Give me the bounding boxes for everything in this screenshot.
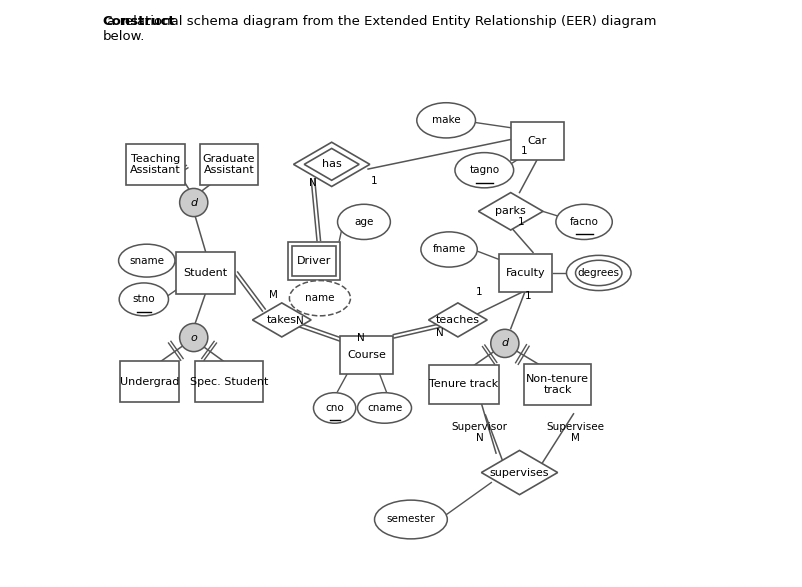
FancyBboxPatch shape <box>176 252 235 294</box>
Text: 1: 1 <box>525 291 532 302</box>
Ellipse shape <box>338 204 391 239</box>
Text: name: name <box>306 293 334 303</box>
Polygon shape <box>481 450 557 495</box>
Text: N: N <box>309 178 317 188</box>
Text: semester: semester <box>387 514 435 525</box>
Text: Teaching
Assistant: Teaching Assistant <box>130 154 181 175</box>
Text: Supervisee
M: Supervisee M <box>546 422 604 443</box>
FancyBboxPatch shape <box>499 254 552 292</box>
FancyBboxPatch shape <box>120 361 179 402</box>
Text: make: make <box>431 115 460 126</box>
Ellipse shape <box>375 500 448 539</box>
Ellipse shape <box>290 281 350 316</box>
Text: 1: 1 <box>517 217 524 227</box>
Text: Student: Student <box>184 268 228 278</box>
Ellipse shape <box>421 232 477 267</box>
Text: Course: Course <box>347 350 387 360</box>
FancyBboxPatch shape <box>341 336 393 375</box>
Text: tagno: tagno <box>469 165 500 176</box>
FancyBboxPatch shape <box>524 364 591 405</box>
FancyBboxPatch shape <box>288 242 341 281</box>
Text: takes: takes <box>267 315 297 325</box>
FancyBboxPatch shape <box>292 247 336 276</box>
Text: Non-tenure
track: Non-tenure track <box>526 374 589 395</box>
Polygon shape <box>294 142 370 187</box>
Text: Spec. Student: Spec. Student <box>190 376 268 387</box>
Text: fname: fname <box>432 244 466 255</box>
Text: 1: 1 <box>476 287 483 298</box>
Text: cno: cno <box>326 403 344 413</box>
Ellipse shape <box>566 255 631 291</box>
Polygon shape <box>304 149 359 180</box>
Text: age: age <box>354 217 374 227</box>
Text: supervises: supervises <box>490 467 549 478</box>
Text: Car: Car <box>528 136 547 146</box>
Text: d: d <box>501 338 508 349</box>
Text: facno: facno <box>569 217 598 227</box>
FancyBboxPatch shape <box>511 122 564 160</box>
Text: o: o <box>190 332 197 343</box>
Text: Tenure track: Tenure track <box>429 379 498 390</box>
Text: Graduate
Assistant: Graduate Assistant <box>203 154 255 175</box>
Polygon shape <box>479 193 543 230</box>
Text: a relational schema diagram from the Extended Entity Relationship (EER) diagram
: a relational schema diagram from the Ext… <box>103 15 656 43</box>
Ellipse shape <box>556 204 612 239</box>
FancyBboxPatch shape <box>195 361 263 402</box>
Text: 1: 1 <box>520 146 528 157</box>
Text: Undergrad: Undergrad <box>120 376 180 387</box>
Ellipse shape <box>119 244 175 277</box>
Text: N: N <box>436 328 444 339</box>
Text: Faculty: Faculty <box>505 268 545 278</box>
FancyBboxPatch shape <box>428 365 499 404</box>
Text: degrees: degrees <box>577 268 620 278</box>
Polygon shape <box>253 303 311 337</box>
Text: parks: parks <box>496 206 526 217</box>
Circle shape <box>180 188 208 217</box>
Text: M: M <box>269 290 277 301</box>
Text: Driver: Driver <box>297 256 331 266</box>
Text: Construct: Construct <box>103 15 176 28</box>
Text: 1: 1 <box>371 176 377 186</box>
Text: N: N <box>295 316 303 326</box>
Text: has: has <box>322 159 342 170</box>
Text: stno: stno <box>132 294 155 305</box>
Circle shape <box>491 329 519 357</box>
Polygon shape <box>428 303 488 337</box>
Text: N: N <box>357 332 365 343</box>
Ellipse shape <box>358 393 411 423</box>
Ellipse shape <box>455 153 513 188</box>
Text: teaches: teaches <box>435 315 480 325</box>
Circle shape <box>180 323 208 352</box>
Text: Supervisor
N: Supervisor N <box>452 422 508 443</box>
Text: cname: cname <box>367 403 402 413</box>
FancyBboxPatch shape <box>200 144 258 185</box>
Ellipse shape <box>417 103 476 138</box>
Ellipse shape <box>576 260 622 286</box>
Text: sname: sname <box>129 255 164 266</box>
Ellipse shape <box>314 393 356 423</box>
Text: d: d <box>190 197 197 208</box>
Ellipse shape <box>119 283 168 316</box>
FancyBboxPatch shape <box>126 144 185 185</box>
